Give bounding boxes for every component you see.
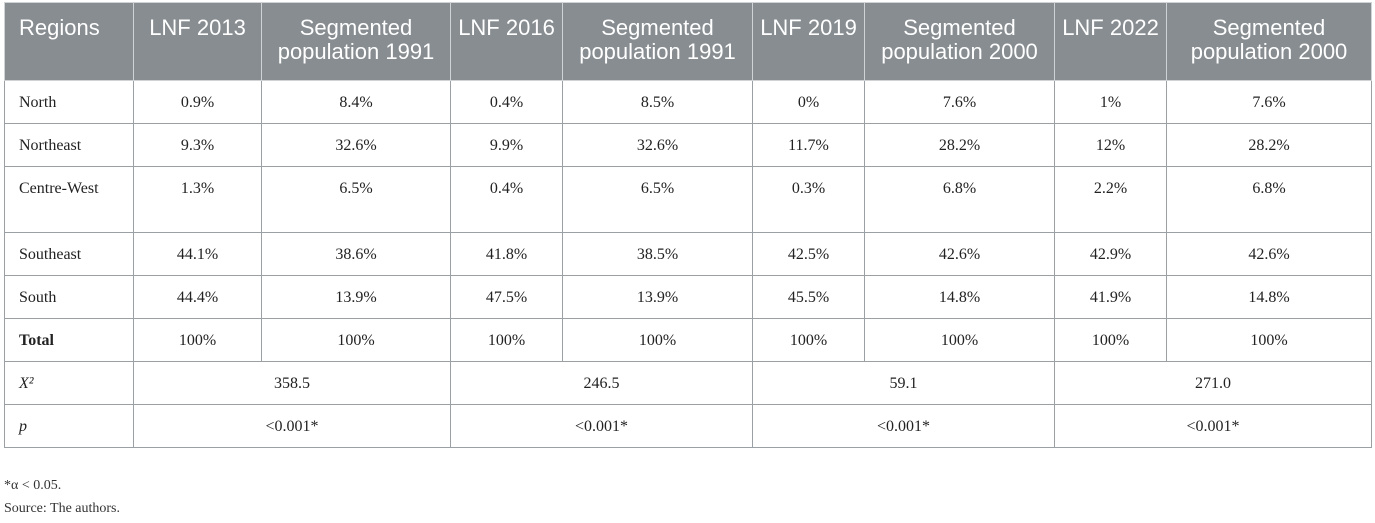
table-cell: 42.6%	[864, 232, 1055, 276]
table-cell: 100%	[562, 318, 753, 362]
table-row-north: North 0.9% 8.4% 0.4% 8.5% 0% 7.6% 1% 7.6…	[4, 80, 1372, 124]
header-lnf-2013: LNF 2013	[133, 2, 262, 81]
table-header-row: Regions LNF 2013 Segmented population 19…	[4, 2, 1372, 81]
table-cell: 42.9%	[1054, 232, 1167, 276]
table-cell: 14.8%	[1166, 275, 1372, 319]
table-cell: 6.8%	[1166, 166, 1372, 233]
table-cell: 41.9%	[1054, 275, 1167, 319]
data-table-container: Regions LNF 2013 Segmented population 19…	[4, 2, 1372, 448]
row-label: North	[4, 80, 134, 124]
table-cell: 8.4%	[261, 80, 451, 124]
table-cell: 59.1	[752, 361, 1055, 405]
table-cell: 41.8%	[450, 232, 563, 276]
table-cell: 32.6%	[261, 123, 451, 167]
table-row-p-value: p <0.001* <0.001* <0.001* <0.001*	[4, 404, 1372, 448]
table-cell: 100%	[261, 318, 451, 362]
table-cell: <0.001*	[752, 404, 1055, 448]
header-segmented-population-2000-b: Segmented population 2000	[1166, 2, 1372, 81]
table-cell: 6.5%	[261, 166, 451, 233]
table-cell: 13.9%	[261, 275, 451, 319]
table-cell: 100%	[133, 318, 262, 362]
table-cell: 358.5	[133, 361, 451, 405]
table-cell: 42.6%	[1166, 232, 1372, 276]
header-lnf-2016: LNF 2016	[450, 2, 563, 81]
row-label: Total	[4, 318, 134, 362]
table-cell: 8.5%	[562, 80, 753, 124]
row-label: South	[4, 275, 134, 319]
table-cell: <0.001*	[1054, 404, 1372, 448]
table-cell: 0%	[752, 80, 865, 124]
table-row-south: South 44.4% 13.9% 47.5% 13.9% 45.5% 14.8…	[4, 275, 1372, 319]
table-cell: 246.5	[450, 361, 753, 405]
table-cell: <0.001*	[450, 404, 753, 448]
table-cell: 38.5%	[562, 232, 753, 276]
table-row-chi-square: X² 358.5 246.5 59.1 271.0	[4, 361, 1372, 405]
header-regions: Regions	[4, 2, 134, 81]
table-cell: 44.4%	[133, 275, 262, 319]
table-cell: 0.4%	[450, 80, 563, 124]
table-cell: 0.9%	[133, 80, 262, 124]
table-cell: 100%	[1054, 318, 1167, 362]
row-label: X²	[4, 361, 134, 405]
header-lnf-2019: LNF 2019	[752, 2, 865, 81]
table-cell: 271.0	[1054, 361, 1372, 405]
significance-footnote: *α < 0.05.	[4, 478, 62, 493]
table-cell: <0.001*	[133, 404, 451, 448]
table-cell: 32.6%	[562, 123, 753, 167]
table-cell: 6.5%	[562, 166, 753, 233]
row-label: Northeast	[4, 123, 134, 167]
table-cell: 0.3%	[752, 166, 865, 233]
table-cell: 42.5%	[752, 232, 865, 276]
row-label: Centre-West	[4, 166, 134, 233]
table-cell: 100%	[1166, 318, 1372, 362]
table-cell: 6.8%	[864, 166, 1055, 233]
table-cell: 9.9%	[450, 123, 563, 167]
table-cell: 0.4%	[450, 166, 563, 233]
table-cell: 7.6%	[864, 80, 1055, 124]
table-cell: 9.3%	[133, 123, 262, 167]
table-cell: 28.2%	[864, 123, 1055, 167]
header-segmented-population-1991-a: Segmented population 1991	[261, 2, 451, 81]
table-cell: 45.5%	[752, 275, 865, 319]
table-cell: 1%	[1054, 80, 1167, 124]
header-segmented-population-1991-b: Segmented population 1991	[562, 2, 753, 81]
table-cell: 100%	[752, 318, 865, 362]
table-row-centre-west: Centre-West 1.3% 6.5% 0.4% 6.5% 0.3% 6.8…	[4, 166, 1372, 233]
row-label: p	[4, 404, 134, 448]
regional-distribution-table: Regions LNF 2013 Segmented population 19…	[4, 2, 1372, 448]
table-row-total: Total 100% 100% 100% 100% 100% 100% 100%…	[4, 318, 1372, 362]
table-cell: 44.1%	[133, 232, 262, 276]
table-cell: 38.6%	[261, 232, 451, 276]
table-cell: 47.5%	[450, 275, 563, 319]
table-cell: 14.8%	[864, 275, 1055, 319]
table-cell: 2.2%	[1054, 166, 1167, 233]
table-cell: 13.9%	[562, 275, 753, 319]
row-label: Southeast	[4, 232, 134, 276]
table-cell: 100%	[450, 318, 563, 362]
source-footnote: Source: The authors.	[4, 501, 120, 516]
table-cell: 28.2%	[1166, 123, 1372, 167]
table-row-southeast: Southeast 44.1% 38.6% 41.8% 38.5% 42.5% …	[4, 232, 1372, 276]
table-cell: 12%	[1054, 123, 1167, 167]
table-cell: 1.3%	[133, 166, 262, 233]
table-footnotes: *α < 0.05. Source: The authors.	[4, 474, 120, 520]
table-cell: 11.7%	[752, 123, 865, 167]
header-lnf-2022: LNF 2022	[1054, 2, 1167, 81]
header-segmented-population-2000-a: Segmented population 2000	[864, 2, 1055, 81]
table-cell: 100%	[864, 318, 1055, 362]
table-row-northeast: Northeast 9.3% 32.6% 9.9% 32.6% 11.7% 28…	[4, 123, 1372, 167]
table-cell: 7.6%	[1166, 80, 1372, 124]
